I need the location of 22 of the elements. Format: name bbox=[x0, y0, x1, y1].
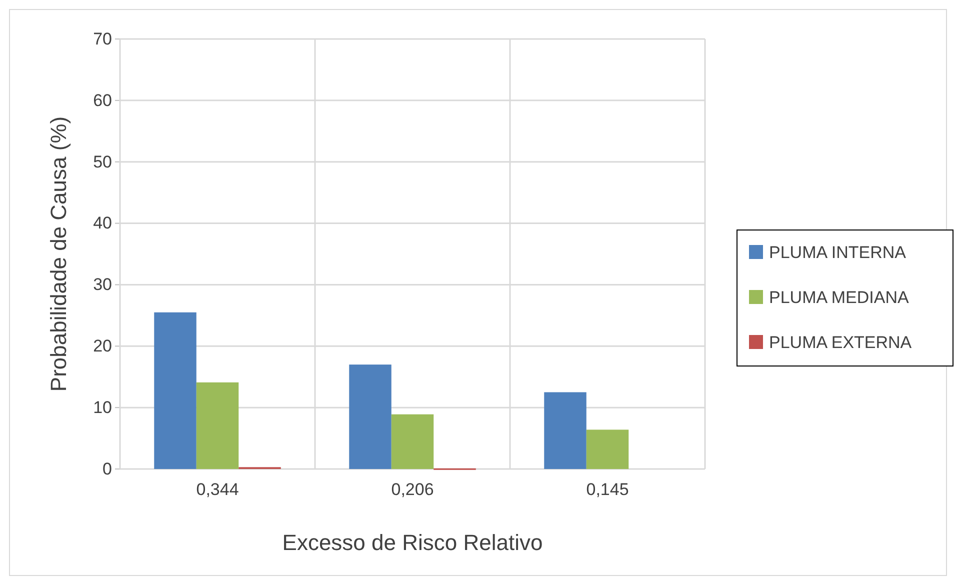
x-tick-label: 0,206 bbox=[391, 480, 434, 500]
y-tick-label: 60 bbox=[93, 90, 112, 110]
bar bbox=[544, 392, 586, 469]
y-tick-label: 0 bbox=[102, 459, 112, 478]
y-tick-label: 10 bbox=[93, 398, 112, 418]
bar bbox=[154, 312, 196, 469]
legend-label: PLUMA EXTERNA bbox=[769, 333, 912, 352]
y-tick-label: 30 bbox=[93, 275, 112, 294]
y-tick-label: 70 bbox=[93, 29, 112, 48]
bar bbox=[586, 430, 629, 469]
y-tick-label: 40 bbox=[93, 214, 112, 233]
legend-label: PLUMA INTERNA bbox=[769, 243, 907, 262]
y-axis-title: Probabilidade de Causa (%) bbox=[46, 116, 71, 392]
y-tick-label: 50 bbox=[93, 152, 112, 172]
y-tick-label: 20 bbox=[93, 336, 112, 356]
x-tick-label: 0,344 bbox=[196, 480, 239, 500]
bar bbox=[196, 382, 239, 469]
legend-label: PLUMA MEDIANA bbox=[769, 288, 910, 307]
x-axis-title: Excesso de Risco Relativo bbox=[282, 530, 543, 555]
bar bbox=[349, 364, 392, 469]
bar bbox=[391, 414, 434, 469]
x-tick-label: 0,145 bbox=[586, 480, 629, 500]
